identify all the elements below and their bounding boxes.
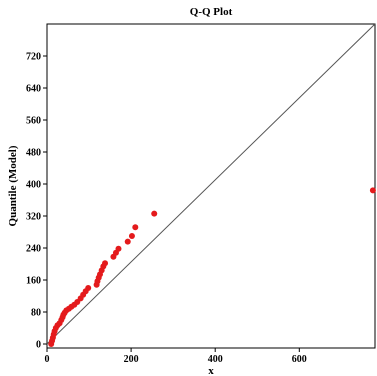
data-point: [151, 210, 158, 217]
data-point: [102, 260, 109, 267]
data-point: [132, 224, 139, 231]
chart-title: Q-Q Plot: [190, 6, 233, 18]
y-tick-label: 0: [36, 340, 41, 351]
x-tick-label: 0: [45, 354, 50, 365]
y-axis-label: Quantile (Model): [7, 145, 19, 226]
y-tick-label: 240: [26, 244, 41, 255]
data-point: [85, 285, 92, 291]
data-point: [369, 187, 376, 194]
y-tick-label: 560: [26, 116, 41, 127]
y-tick-label: 480: [26, 148, 41, 159]
x-axis-label: x: [208, 365, 214, 376]
x-tick-label: 400: [208, 354, 223, 365]
data-point: [128, 233, 135, 239]
y-tick-label: 640: [26, 84, 41, 95]
x-tick-label: 200: [124, 354, 139, 365]
reference-line: [46, 23, 376, 345]
data-point: [124, 238, 131, 245]
y-tick-label: 160: [26, 276, 41, 287]
y-tick-label: 80: [31, 308, 41, 319]
y-tick-label: 400: [26, 180, 41, 191]
y-tick-label: 720: [26, 52, 41, 63]
data-point: [115, 245, 122, 252]
y-tick-label: 320: [26, 212, 41, 223]
x-tick-label: 600: [292, 354, 307, 365]
